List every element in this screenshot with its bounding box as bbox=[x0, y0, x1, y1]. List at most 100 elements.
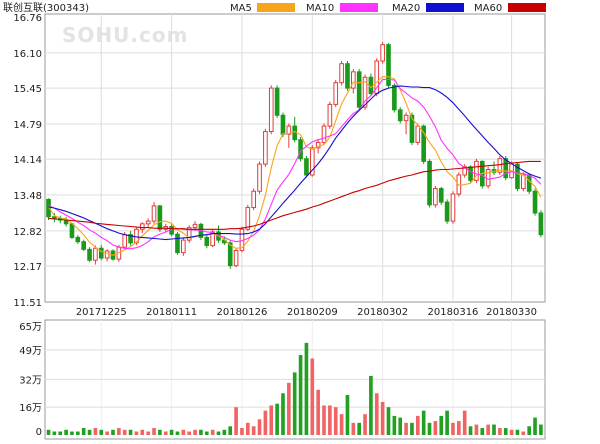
volume-bar bbox=[234, 407, 238, 435]
candle bbox=[497, 155, 503, 175]
volume-bar bbox=[298, 355, 303, 435]
price-tick-label: 11.51 bbox=[13, 298, 42, 309]
candle-body bbox=[251, 190, 256, 209]
volume-bar bbox=[169, 429, 174, 435]
candle bbox=[444, 199, 450, 224]
price-tick-label: 14.79 bbox=[13, 120, 42, 131]
volume-bar bbox=[292, 372, 297, 435]
candle-body bbox=[286, 125, 292, 135]
candle bbox=[186, 225, 192, 243]
candle bbox=[380, 41, 385, 64]
candle bbox=[128, 230, 133, 246]
volume-bar bbox=[204, 431, 209, 435]
date-axis: 20171225 20180111 20180126 20180209 20180302… bbox=[76, 307, 537, 318]
candle-body bbox=[292, 125, 298, 141]
volume-bar bbox=[316, 389, 320, 435]
candle bbox=[104, 249, 110, 262]
legend-item-ma10: MA10 bbox=[306, 3, 378, 14]
candle bbox=[204, 235, 210, 249]
volume-bar bbox=[404, 422, 408, 435]
price-panel-frame bbox=[44, 13, 546, 303]
candle-body bbox=[227, 242, 233, 267]
candle bbox=[93, 245, 98, 265]
candle bbox=[157, 204, 163, 232]
volume-bar bbox=[322, 405, 326, 435]
candle-body bbox=[333, 82, 339, 105]
legend-label: MA20 bbox=[392, 3, 420, 14]
volume-bar bbox=[193, 429, 197, 435]
candle-body bbox=[380, 44, 385, 62]
volume-bar bbox=[181, 429, 186, 435]
volume-bar bbox=[351, 422, 356, 435]
volume-bar bbox=[64, 429, 68, 435]
volume-bar bbox=[398, 417, 403, 435]
volume-tick-label: 16万 bbox=[19, 403, 42, 414]
candle-body bbox=[175, 233, 180, 254]
volume-bar bbox=[152, 428, 156, 435]
candle-body bbox=[52, 216, 57, 219]
ma-legend: MA5 MA10 MA20 MA60 bbox=[230, 3, 546, 14]
legend-label: MA10 bbox=[306, 3, 334, 14]
volume-tick-label: 65万 bbox=[19, 322, 42, 333]
candle bbox=[151, 202, 157, 224]
candle-body bbox=[315, 141, 321, 149]
volume-bar bbox=[474, 424, 479, 435]
candle-body bbox=[392, 84, 397, 111]
legend-item-ma5: MA5 bbox=[230, 3, 295, 14]
candle bbox=[239, 226, 245, 253]
candle bbox=[339, 60, 344, 86]
price-tick-label: 12.17 bbox=[13, 262, 42, 273]
volume-bar bbox=[421, 410, 426, 435]
candle bbox=[263, 128, 268, 167]
candle-body bbox=[257, 163, 262, 192]
candle bbox=[485, 166, 491, 189]
candle bbox=[304, 155, 309, 178]
volume-bar bbox=[275, 403, 279, 435]
legend-swatch bbox=[508, 3, 546, 12]
candle-body bbox=[145, 220, 151, 225]
candle bbox=[181, 237, 186, 256]
volume-bar bbox=[333, 407, 338, 435]
price-tick-label: 16.10 bbox=[13, 49, 42, 60]
candle-body bbox=[309, 147, 315, 176]
volume-bar bbox=[228, 426, 233, 435]
volume-bar bbox=[58, 431, 63, 435]
volume-bar bbox=[158, 429, 162, 435]
moving-average-lines bbox=[48, 76, 542, 256]
volume-tick-label: 0 bbox=[36, 427, 42, 438]
candle-body bbox=[503, 158, 509, 179]
volume-bar bbox=[210, 429, 215, 435]
candle bbox=[479, 160, 485, 189]
candle bbox=[392, 83, 397, 113]
volume-bar bbox=[339, 414, 344, 435]
volume-bar bbox=[263, 410, 268, 435]
candle bbox=[98, 245, 104, 261]
volume-bar bbox=[245, 422, 250, 435]
volume-bar bbox=[386, 407, 391, 435]
candle-body bbox=[421, 125, 426, 162]
candle-body bbox=[139, 223, 145, 230]
candle bbox=[298, 136, 303, 162]
volume-bar bbox=[380, 401, 385, 435]
volume-bar bbox=[480, 428, 485, 435]
volume-bar bbox=[128, 429, 133, 435]
candle bbox=[75, 235, 81, 244]
volume-bar bbox=[415, 415, 420, 435]
volume-tick-label: 32万 bbox=[19, 375, 42, 386]
candle bbox=[198, 222, 204, 241]
volume-bar bbox=[503, 428, 508, 435]
volume-bar bbox=[251, 426, 256, 435]
candle-body bbox=[386, 44, 391, 86]
candle-body bbox=[46, 198, 51, 218]
date-tick-label: 20180209 bbox=[287, 307, 338, 318]
candle bbox=[81, 239, 87, 251]
candle-body bbox=[351, 71, 356, 89]
candle bbox=[251, 188, 256, 211]
volume-bar bbox=[105, 431, 109, 435]
candle-body bbox=[186, 227, 192, 241]
candle bbox=[356, 69, 362, 110]
volume-bar bbox=[539, 424, 543, 435]
candle bbox=[87, 247, 92, 262]
candle-body bbox=[515, 163, 520, 190]
candle bbox=[333, 79, 339, 108]
